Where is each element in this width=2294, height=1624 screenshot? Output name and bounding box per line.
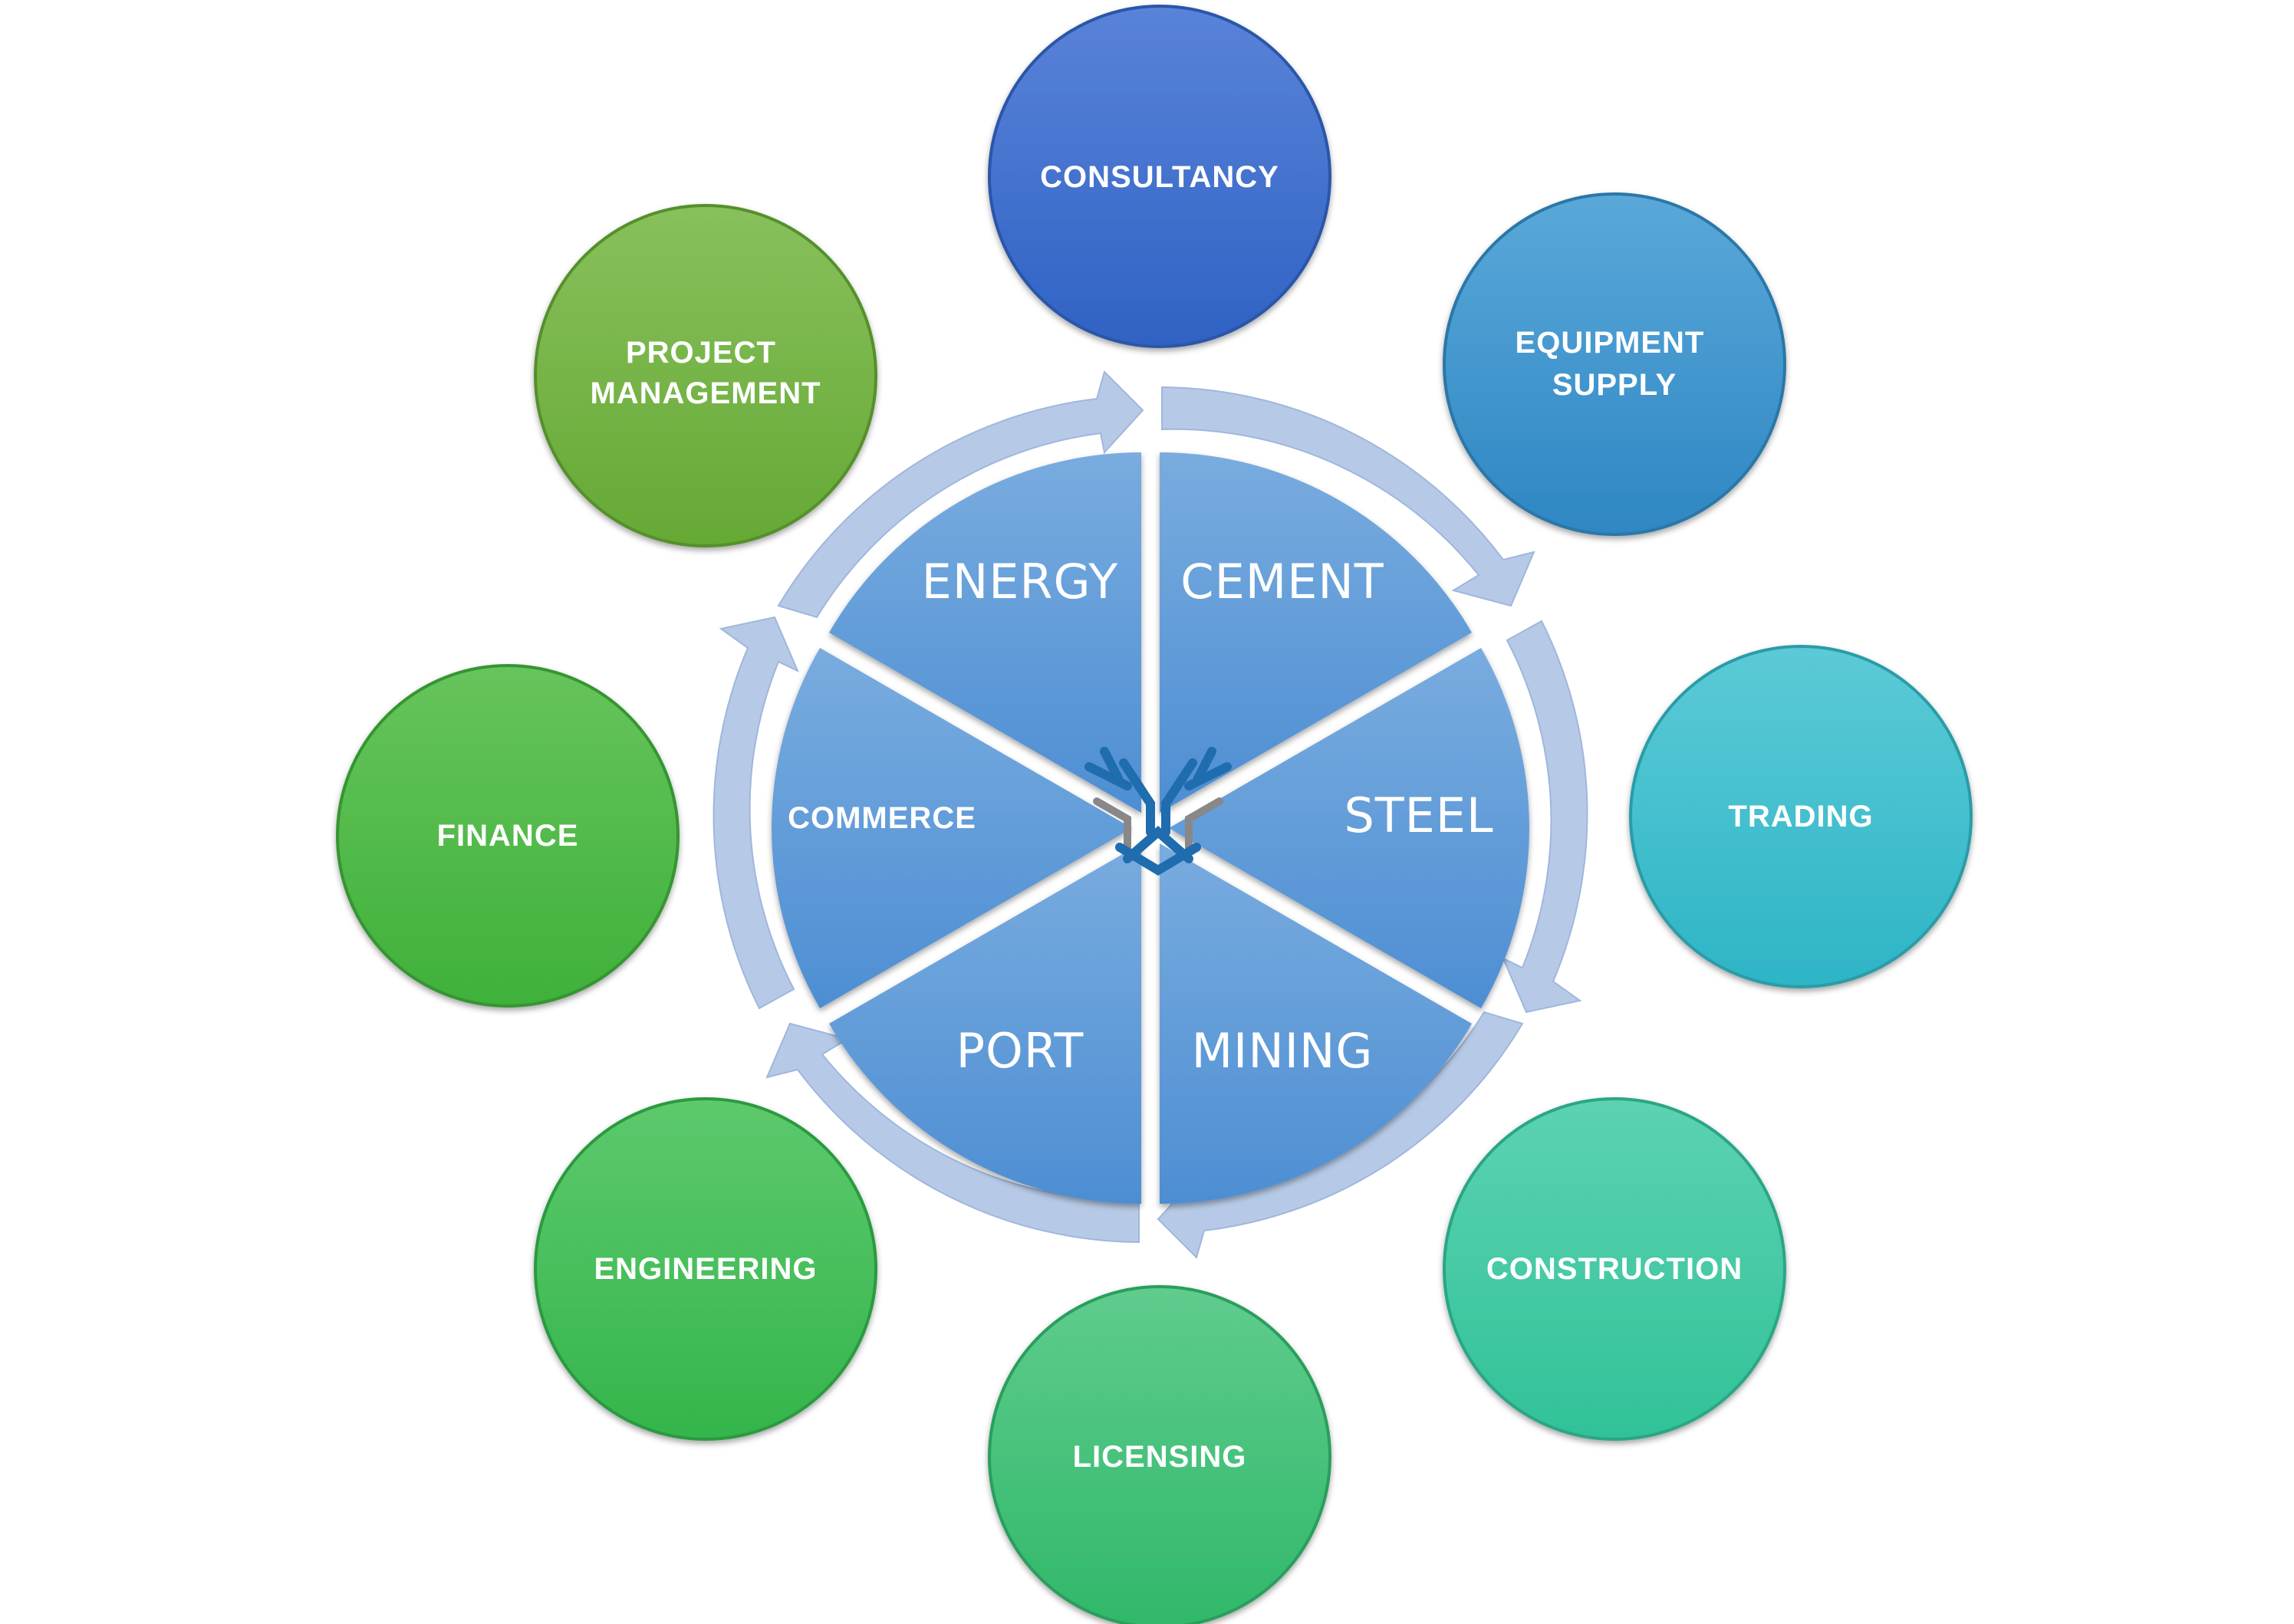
sector-pie [772,452,1529,1204]
service-finance[interactable]: FINANCE [336,664,680,1008]
sector-cement[interactable] [1160,452,1472,813]
cycle-arrow-ring [713,370,1588,1259]
service-label: LICENSING [1073,1440,1247,1474]
cycle-arrow-left [713,616,799,1010]
service-engineering[interactable]: ENGINEERING [534,1097,877,1441]
sector-label-commerce: COMMERCE [788,801,976,835]
service-trading[interactable]: TRADING [1629,645,1973,988]
service-label: EQUIPMENT SUPPLY [1516,326,1714,402]
service-bubbles: CONSULTANCY EQUIPMENT SUPPLY TRADING CON… [336,5,1973,1624]
sector-energy[interactable] [829,452,1141,813]
sector-mining[interactable] [1160,843,1472,1204]
sector-label-mining: MINING [1192,1023,1374,1079]
service-project-management[interactable]: PROJECT MANAGEMENT [534,204,877,547]
cycle-arrow-top-right [1161,386,1535,607]
service-label: CONSULTANCY [1040,160,1279,194]
service-label: CONSTRUCTION [1486,1252,1743,1286]
sector-port[interactable] [829,843,1141,1204]
service-label: ENGINEERING [594,1252,817,1286]
cycle-arrow-bottom-left [765,1022,1140,1244]
service-label: FINANCE [437,819,579,853]
service-label: TRADING [1728,800,1873,833]
sector-commerce[interactable] [772,648,1132,1008]
service-label: PROJECT MANAGEMENT [590,336,821,410]
service-construction[interactable]: CONSTRUCTION [1443,1097,1786,1441]
sector-label-cement: CEMENT [1180,554,1384,610]
sector-label-port: PORT [956,1023,1084,1079]
service-consultancy[interactable]: CONSULTANCY [988,5,1331,348]
sector-steel[interactable] [1169,648,1529,1008]
sector-label-energy: ENERGY [922,554,1119,610]
service-licensing[interactable]: LICENSING [988,1285,1331,1624]
service-equipment-supply[interactable]: EQUIPMENT SUPPLY [1443,192,1786,536]
sector-label-steel: STEEL [1344,787,1493,843]
cycle-arrow-right [1502,620,1588,1014]
interlocking-y-logo-icon [1084,747,1232,876]
cycle-arrow-top-left [777,370,1144,619]
